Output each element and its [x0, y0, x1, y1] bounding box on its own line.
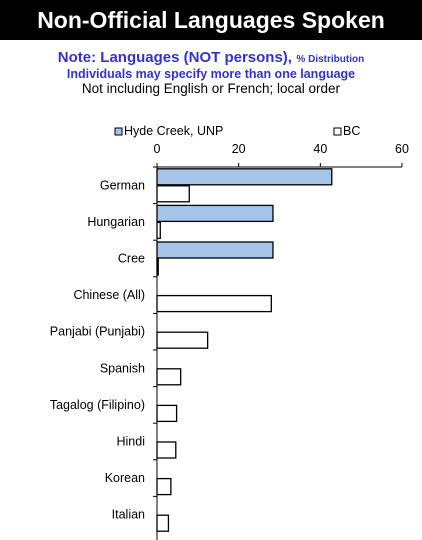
bar-bc-1 — [156, 221, 161, 240]
category-label-1: Hungarian — [87, 215, 145, 229]
legend-swatch-2 — [333, 127, 342, 136]
plot-area: Hyde Creek, UNP BC 0 20 40 60 German Hungarian C… — [0, 102, 422, 540]
category-label-6: Tagalog (Filipino) — [50, 398, 145, 412]
x-tick-label-3: 60 — [395, 142, 409, 156]
bar-bc-6 — [156, 404, 178, 423]
note-small: % Distribution — [296, 54, 365, 65]
category-label-8: Korean — [105, 471, 145, 485]
category-label-4: Panjabi (Punjabi) — [50, 325, 145, 339]
chart-title: Non-Official Languages Spoken — [0, 0, 422, 40]
note-line-2: Individuals may specify more than one la… — [66, 67, 356, 81]
bar-hyde-creek-1 — [156, 204, 274, 223]
bar-bc-8 — [156, 477, 172, 496]
x-tick-label-1: 20 — [232, 142, 246, 156]
bar-bc-9 — [156, 514, 170, 532]
bar-bc-3 — [156, 294, 272, 313]
category-label-0: German — [100, 178, 145, 192]
bar-hyde-creek-2 — [156, 241, 274, 259]
chart-notes: Note: Languages (NOT persons), % Distrib… — [20, 42, 402, 99]
category-label-5: Spanish — [100, 361, 145, 375]
bar-chart: Hyde Creek, UNP BC 0 20 40 60 German Hungarian C… — [50, 124, 409, 540]
note-line-1: Note: Languages (NOT persons), % Distrib… — [20, 50, 402, 67]
x-tick-label-0: 0 — [154, 142, 161, 156]
category-label-7: Hindi — [117, 435, 146, 449]
category-label-2: Cree — [118, 252, 145, 266]
bar-bc-4 — [156, 331, 209, 349]
bar-bc-5 — [156, 368, 182, 386]
legend-label-1: Hyde Creek, UNP — [124, 124, 223, 138]
note-main: Note: Languages (NOT persons), — [57, 49, 292, 66]
bar-bc-7 — [156, 441, 177, 459]
bar-bc-2 — [156, 258, 159, 276]
legend-label-2: BC — [343, 124, 360, 138]
category-label-3: Chinese (All) — [73, 288, 145, 302]
bar-hyde-creek-0 — [156, 168, 333, 186]
note-line-3: Not including English or French; local o… — [81, 81, 341, 96]
legend-swatch-1 — [114, 127, 123, 136]
x-tick-label-2: 40 — [313, 142, 327, 156]
category-label-9: Italian — [112, 508, 145, 522]
bar-bc-0 — [156, 185, 190, 203]
